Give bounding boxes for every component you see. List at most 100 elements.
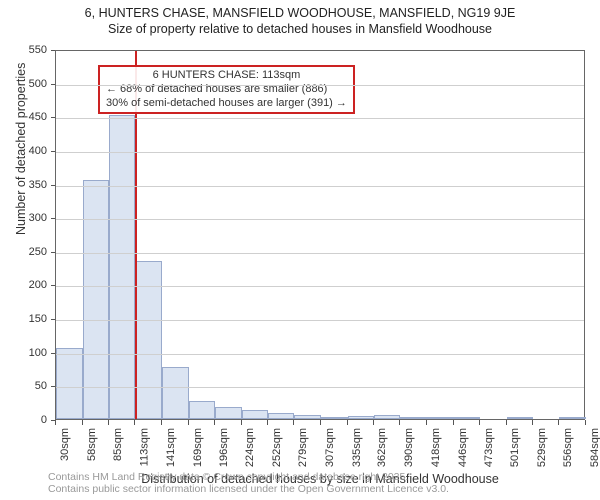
histogram-bar bbox=[215, 407, 242, 419]
x-tick-label: 473sqm bbox=[483, 428, 495, 467]
y-tick-mark bbox=[51, 386, 55, 387]
gridline bbox=[56, 85, 584, 86]
x-tick-mark bbox=[241, 420, 242, 425]
annotation-line: 30% of semi-detached houses are larger (… bbox=[106, 97, 347, 111]
gridline bbox=[56, 186, 584, 187]
y-tick-label: 450 bbox=[29, 111, 47, 123]
annotation-box: 6 HUNTERS CHASE: 113sqm← 68% of detached… bbox=[98, 65, 355, 114]
y-tick-label: 150 bbox=[29, 313, 47, 325]
histogram-bar bbox=[268, 413, 294, 419]
histogram-bar bbox=[189, 401, 215, 419]
x-tick-label: 501sqm bbox=[510, 428, 522, 467]
x-tick-mark bbox=[161, 420, 162, 425]
x-tick-mark bbox=[506, 420, 507, 425]
annotation-line: 6 HUNTERS CHASE: 113sqm bbox=[106, 69, 347, 83]
histogram-bar bbox=[348, 416, 374, 419]
x-tick-label: 196sqm bbox=[218, 428, 230, 467]
x-tick-mark bbox=[399, 420, 400, 425]
y-axis-label: Number of detached properties bbox=[14, 63, 28, 235]
x-tick-label: 58sqm bbox=[86, 428, 98, 461]
y-tick-label: 550 bbox=[29, 44, 47, 56]
gridline bbox=[56, 354, 584, 355]
y-tick-mark bbox=[51, 353, 55, 354]
x-tick-label: 418sqm bbox=[430, 428, 442, 467]
attribution-line-2: Contains public sector information licen… bbox=[48, 483, 449, 496]
gridline bbox=[56, 320, 584, 321]
plot-area: 6 HUNTERS CHASE: 113sqm← 68% of detached… bbox=[55, 50, 585, 420]
x-tick-label: 335sqm bbox=[351, 428, 363, 467]
gridline bbox=[56, 286, 584, 287]
y-tick-label: 100 bbox=[29, 347, 47, 359]
attribution-line-1: Contains HM Land Registry data © Crown c… bbox=[48, 471, 449, 484]
histogram-bar bbox=[400, 417, 427, 419]
x-tick-label: 224sqm bbox=[245, 428, 257, 467]
histogram-bar bbox=[454, 417, 480, 419]
x-tick-mark bbox=[293, 420, 294, 425]
x-tick-label: 30sqm bbox=[59, 428, 71, 461]
gridline bbox=[56, 219, 584, 220]
x-tick-label: 141sqm bbox=[165, 428, 177, 467]
y-tick-label: 200 bbox=[29, 279, 47, 291]
x-tick-mark bbox=[320, 420, 321, 425]
attribution-block: Contains HM Land Registry data © Crown c… bbox=[48, 471, 449, 496]
gridline bbox=[56, 387, 584, 388]
x-tick-mark bbox=[55, 420, 56, 425]
x-tick-label: 85sqm bbox=[112, 428, 124, 461]
x-tick-label: 252sqm bbox=[271, 428, 283, 467]
x-tick-mark bbox=[532, 420, 533, 425]
x-tick-label: 446sqm bbox=[457, 428, 469, 467]
x-tick-mark bbox=[267, 420, 268, 425]
x-tick-label: 584sqm bbox=[589, 428, 600, 467]
y-tick-label: 300 bbox=[29, 212, 47, 224]
x-tick-mark bbox=[347, 420, 348, 425]
y-tick-label: 400 bbox=[29, 145, 47, 157]
histogram-bar bbox=[427, 417, 454, 419]
histogram-bar bbox=[56, 348, 83, 419]
x-tick-mark bbox=[453, 420, 454, 425]
histogram-bar bbox=[83, 180, 109, 419]
histogram-bar bbox=[374, 415, 401, 419]
y-tick-mark bbox=[51, 117, 55, 118]
x-tick-label: 390sqm bbox=[403, 428, 415, 467]
y-tick-mark bbox=[51, 252, 55, 253]
x-tick-label: 279sqm bbox=[297, 428, 309, 467]
x-tick-mark bbox=[188, 420, 189, 425]
gridline bbox=[56, 152, 584, 153]
y-tick-mark bbox=[51, 285, 55, 286]
y-tick-label: 500 bbox=[29, 78, 47, 90]
x-tick-mark bbox=[214, 420, 215, 425]
x-tick-mark bbox=[82, 420, 83, 425]
histogram-bar bbox=[321, 417, 348, 419]
x-tick-label: 169sqm bbox=[192, 428, 204, 467]
y-tick-label: 50 bbox=[35, 380, 47, 392]
x-tick-label: 307sqm bbox=[324, 428, 336, 467]
histogram-bar bbox=[507, 417, 534, 419]
chart-title-block: 6, HUNTERS CHASE, MANSFIELD WOODHOUSE, M… bbox=[0, 0, 600, 37]
y-tick-label: 0 bbox=[41, 414, 47, 426]
chart-area: 6 HUNTERS CHASE: 113sqm← 68% of detached… bbox=[55, 50, 585, 420]
histogram-bar bbox=[162, 367, 189, 419]
x-tick-mark bbox=[585, 420, 586, 425]
x-tick-mark bbox=[479, 420, 480, 425]
x-tick-label: 113sqm bbox=[138, 428, 150, 466]
x-tick-mark bbox=[558, 420, 559, 425]
y-tick-label: 350 bbox=[29, 179, 47, 191]
y-tick-mark bbox=[51, 84, 55, 85]
histogram-bar bbox=[294, 415, 321, 419]
y-tick-mark bbox=[51, 218, 55, 219]
y-tick-mark bbox=[51, 185, 55, 186]
histogram-bar bbox=[559, 417, 586, 419]
x-tick-label: 556sqm bbox=[562, 428, 574, 467]
y-tick-mark bbox=[51, 319, 55, 320]
x-tick-mark bbox=[108, 420, 109, 425]
y-tick-mark bbox=[51, 50, 55, 51]
x-tick-mark bbox=[373, 420, 374, 425]
histogram-bar bbox=[135, 261, 162, 419]
x-tick-label: 362sqm bbox=[377, 428, 389, 467]
gridline bbox=[56, 253, 584, 254]
x-tick-label: 529sqm bbox=[536, 428, 548, 467]
x-tick-mark bbox=[134, 420, 135, 425]
title-line-2: Size of property relative to detached ho… bbox=[0, 22, 600, 38]
y-tick-label: 250 bbox=[29, 246, 47, 258]
histogram-bar bbox=[242, 410, 269, 419]
